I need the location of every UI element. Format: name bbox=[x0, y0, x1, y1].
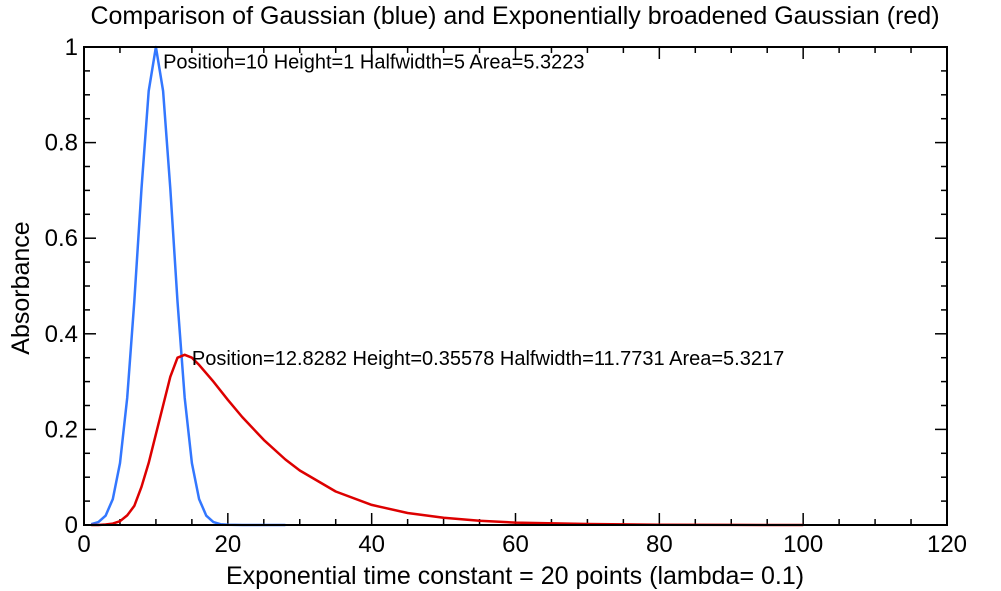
x-tick-label: 40 bbox=[358, 531, 385, 558]
plot-frame bbox=[83, 46, 948, 526]
axis-ticks: 0 20 40 60 80 100 120 0 0.2 0.4 0.6 0.8 1 bbox=[45, 34, 967, 558]
series-line-0 bbox=[90, 45, 286, 527]
series-layer bbox=[90, 45, 804, 527]
y-tick-label: 0.4 bbox=[45, 321, 78, 348]
x-tick-label: 120 bbox=[927, 531, 967, 558]
x-axis-label: Exponential time constant = 20 points (l… bbox=[226, 562, 804, 590]
x-tick-label: 0 bbox=[77, 531, 90, 558]
series-line-1 bbox=[91, 353, 804, 527]
y-tick-label: 0.2 bbox=[45, 416, 78, 443]
x-tick-label: 100 bbox=[783, 531, 823, 558]
y-tick-label: 1 bbox=[65, 34, 78, 61]
annotation-1: Position=12.8282 Height=0.35578 Halfwidt… bbox=[192, 348, 784, 370]
x-tick-label: 80 bbox=[646, 531, 673, 558]
x-tick-label: 20 bbox=[214, 531, 241, 558]
y-tick-label: 0 bbox=[65, 512, 78, 539]
y-tick-label: 0.8 bbox=[45, 130, 78, 157]
annotation-layer: Position=10 Height=1 Halfwidth=5 Area=5.… bbox=[163, 52, 784, 370]
y-tick-label: 0.6 bbox=[45, 225, 78, 252]
chart-title: Comparison of Gaussian (blue) and Expone… bbox=[90, 2, 939, 30]
x-tick-label: 60 bbox=[502, 531, 529, 558]
y-axis-label: Absorbance bbox=[7, 221, 35, 354]
annotation-0: Position=10 Height=1 Halfwidth=5 Area=5.… bbox=[163, 52, 584, 74]
